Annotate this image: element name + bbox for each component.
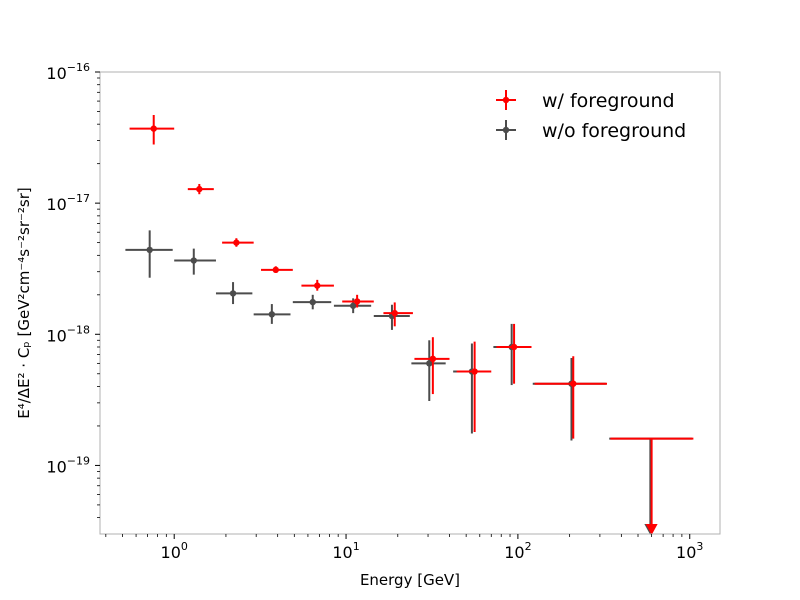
- x-tick-label: 100: [161, 540, 188, 562]
- data-point: [342, 294, 374, 308]
- legend-item: w/o foreground: [496, 120, 686, 142]
- data-point: [125, 230, 173, 278]
- upper-limit-arrow: [645, 524, 658, 535]
- x-tick-label: 103: [676, 540, 703, 562]
- upper-limit-point: [610, 437, 694, 535]
- point-marker: [429, 355, 437, 363]
- data-point: [292, 294, 332, 310]
- data-point: [301, 279, 334, 291]
- data-point: [129, 115, 175, 145]
- point-marker: [471, 368, 478, 375]
- data-point: [187, 183, 214, 195]
- legend-marker-dot: [502, 96, 510, 104]
- y-axis-label: E⁴/ΔE² · Cₚ [GeV²cm⁻⁴s⁻²sr⁻²sr]: [15, 187, 33, 419]
- data-point: [222, 238, 254, 247]
- point-marker: [391, 309, 398, 317]
- point-marker: [233, 239, 240, 246]
- point-marker: [570, 380, 577, 387]
- legend-item: w/ foreground: [496, 90, 675, 112]
- data-point: [456, 341, 492, 432]
- x-tick-label: 101: [332, 540, 359, 562]
- axis-ticks: 100 101 102 103 10−19 10−18 10−17 10−16: [46, 61, 703, 562]
- point-marker: [190, 257, 197, 264]
- y-tick-label: 10−19: [46, 454, 90, 476]
- data-point: [261, 266, 293, 274]
- data-point: [496, 323, 532, 384]
- legend-marker-dot: [502, 126, 510, 134]
- data-point: [534, 356, 607, 439]
- series-0: [129, 115, 694, 535]
- plot-area: [125, 115, 694, 535]
- point-marker: [146, 246, 153, 254]
- y-tick-label: 10−17: [46, 192, 90, 214]
- point-marker: [229, 290, 237, 297]
- data-point: [215, 282, 253, 305]
- point-marker: [426, 360, 433, 367]
- point-marker: [349, 302, 357, 309]
- x-tick-label: 102: [504, 540, 531, 562]
- point-marker: [272, 266, 279, 274]
- data-point: [383, 302, 413, 327]
- point-marker: [314, 282, 321, 289]
- legend-label: w/o foreground: [542, 120, 686, 142]
- point-marker: [150, 125, 157, 132]
- legend-label: w/ foreground: [542, 90, 675, 112]
- point-marker: [510, 343, 518, 351]
- data-point: [411, 340, 446, 401]
- data-point: [253, 304, 291, 324]
- y-tick-label: 10−18: [46, 323, 90, 345]
- point-marker: [309, 298, 316, 306]
- point-marker: [268, 311, 276, 318]
- data-point: [414, 337, 450, 395]
- x-axis-label: Energy [GeV]: [360, 571, 460, 589]
- y-tick-label: 10−16: [46, 61, 90, 83]
- point-marker: [353, 298, 361, 305]
- plot-frame: [99, 71, 721, 535]
- data-point: [174, 248, 216, 275]
- legend: w/ foreground w/o foreground: [496, 90, 686, 142]
- point-marker: [196, 185, 203, 193]
